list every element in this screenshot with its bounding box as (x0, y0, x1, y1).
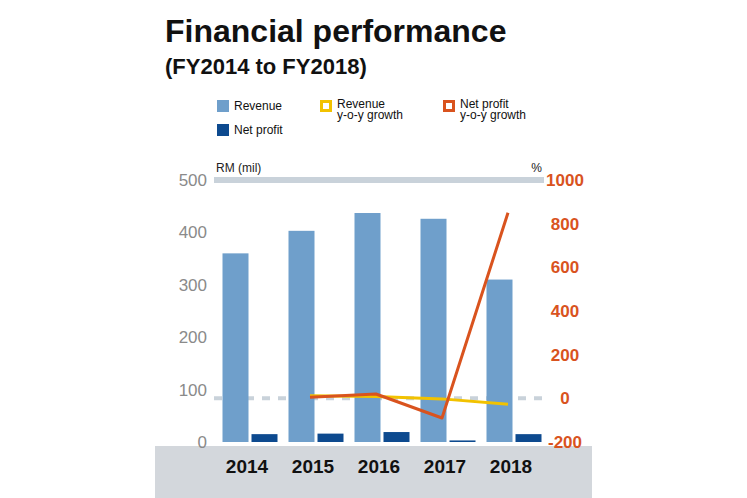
y2-tick-label: 600 (551, 258, 579, 277)
legend-label: Revenue (234, 99, 282, 113)
y2-tick-label: 800 (551, 215, 579, 234)
y2-axis-title: % (531, 161, 542, 175)
y-tick-label: 100 (179, 381, 207, 400)
y-tick-label: 500 (179, 171, 207, 190)
legend-label: Net profity-o-y growth (460, 97, 526, 122)
bar (223, 253, 249, 442)
legend-label: Revenuey-o-y growth (337, 97, 403, 122)
bar (289, 231, 315, 442)
bar (450, 440, 476, 442)
frame-top (214, 177, 544, 183)
bar (355, 213, 381, 442)
y2-tick (546, 354, 548, 355)
line (310, 213, 508, 418)
y-tick-label: 300 (179, 276, 207, 295)
x-tick-label: 2016 (358, 456, 400, 477)
y2-tick (546, 398, 548, 399)
legend-swatch (445, 102, 454, 111)
legend-label: Net profit (234, 123, 283, 137)
y2-tick-label: -200 (548, 433, 582, 452)
y-tick-label: 0 (198, 433, 207, 452)
plot-marks (223, 213, 542, 442)
y2-tick-label: 400 (551, 302, 579, 321)
title: Financial performance (165, 13, 506, 49)
x-tick-label: 2017 (424, 456, 466, 477)
y2-tick (546, 311, 548, 312)
y2-tick-label: 1000 (546, 171, 584, 190)
y2-tick-label: 200 (551, 346, 579, 365)
legend-swatch (217, 100, 229, 112)
y2-tick-label: 0 (560, 389, 569, 408)
x-tick-label: 2018 (490, 456, 532, 477)
x-tick-label: 2014 (226, 456, 269, 477)
legend-swatch (217, 124, 229, 136)
legend-label-line: y-o-y growth (337, 108, 403, 122)
bar (487, 280, 513, 442)
chart: Financial performance (FY2014 to FY2018) R… (0, 0, 747, 498)
y-tick (210, 389, 212, 390)
bar (384, 432, 410, 442)
y2-tick (546, 223, 548, 224)
category-band (155, 446, 592, 498)
y-tick (210, 284, 212, 285)
bar (516, 434, 542, 442)
y-tick-label: 200 (179, 328, 207, 347)
bar (318, 434, 344, 442)
y-tick (210, 442, 212, 443)
x-tick-label: 2015 (292, 456, 335, 477)
legend-swatch (322, 102, 331, 111)
y-tick (210, 232, 212, 233)
y2-tick (546, 267, 548, 268)
y-tick (210, 180, 212, 181)
y-tick (210, 337, 212, 338)
y-tick-label: 400 (179, 223, 207, 242)
bar (252, 434, 278, 442)
subtitle: (FY2014 to FY2018) (165, 54, 367, 79)
legend-label-line: y-o-y growth (460, 108, 526, 122)
bar (421, 219, 447, 442)
y-axis-title: RM (mil) (216, 161, 261, 175)
